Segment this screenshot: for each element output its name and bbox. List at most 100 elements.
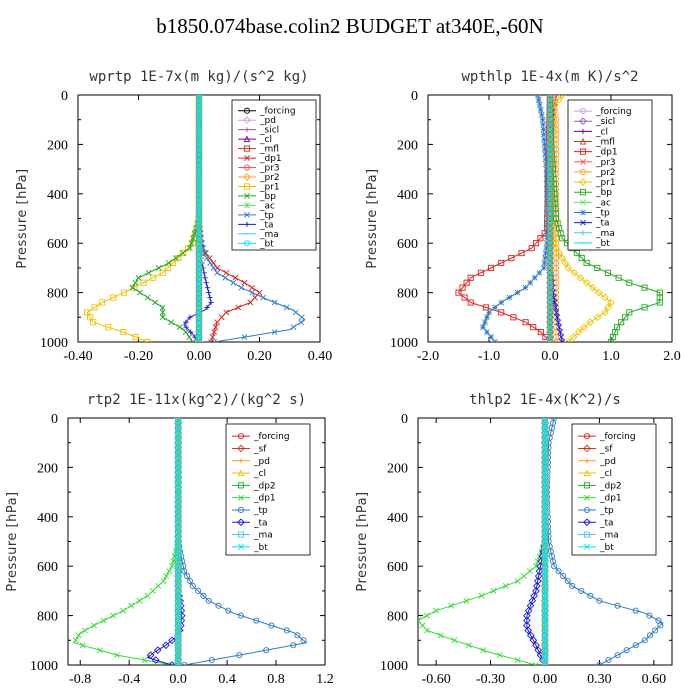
legend-label: _mfl — [259, 145, 279, 155]
series-point — [81, 627, 88, 634]
series-point — [459, 284, 466, 291]
series-point — [558, 334, 565, 340]
legend: _forcing _sf _pd _cl _dp2 _dp1 _tp _ta _ma _bt — [225, 423, 311, 556]
series-point — [182, 329, 189, 336]
series-point — [144, 338, 151, 342]
legend-marker — [243, 173, 251, 181]
series-point — [553, 309, 560, 316]
series-point — [542, 454, 548, 461]
x-tick-label: 0.20 — [247, 349, 272, 364]
series-point — [523, 611, 531, 620]
series-point — [623, 647, 630, 654]
series-point — [298, 314, 305, 321]
series-point — [492, 304, 498, 311]
series-point — [542, 538, 548, 545]
legend-box — [567, 99, 653, 251]
series-point — [175, 642, 182, 649]
series-point — [551, 563, 558, 570]
series-point — [573, 250, 580, 257]
series-point — [555, 568, 562, 575]
series-point — [555, 319, 562, 326]
series-point — [208, 299, 214, 306]
x-tick-label: -0.40 — [63, 349, 92, 364]
legend-marker — [579, 137, 587, 145]
legend-marker — [243, 107, 251, 114]
series-point — [554, 314, 561, 321]
series-point — [542, 449, 548, 456]
legend-marker — [237, 531, 245, 538]
series-point — [151, 656, 160, 664]
series-point — [175, 523, 182, 530]
series-point — [175, 622, 182, 629]
series-point — [204, 285, 211, 291]
series-point — [542, 657, 548, 663]
series-point — [463, 279, 470, 286]
series-point — [283, 304, 290, 311]
legend-label: _dp1 — [595, 148, 618, 158]
series-point — [527, 279, 534, 286]
legend-label: _sf — [599, 444, 613, 454]
series-point — [136, 597, 143, 604]
series-line-tp — [177, 418, 308, 665]
series-point — [263, 647, 270, 654]
y-tick-label: 0 — [401, 412, 408, 427]
series-point — [175, 508, 182, 515]
y-axis-label: Pressure [hPa] — [15, 168, 30, 268]
x-tick-label: 0.40 — [308, 349, 333, 364]
y-tick-label: 800 — [37, 610, 58, 625]
series-point — [120, 607, 126, 614]
legend-marker — [583, 444, 591, 453]
series-point — [120, 329, 127, 336]
series-point — [129, 284, 136, 291]
y-tick-label: 600 — [387, 560, 408, 575]
series-point — [249, 284, 255, 291]
x-tick-label: 0.00 — [533, 672, 558, 687]
series-point — [105, 324, 112, 331]
series-point — [558, 95, 567, 99]
series-point — [523, 616, 531, 625]
legend-marker — [584, 543, 590, 550]
series-point — [546, 338, 554, 342]
series-point — [175, 469, 182, 476]
series-point — [601, 308, 609, 317]
legend-label: _forcing — [259, 107, 296, 117]
series-point — [128, 602, 135, 609]
series-point — [225, 607, 232, 614]
series-point — [559, 339, 566, 342]
series-point — [205, 597, 212, 604]
legend-label: _ta — [259, 220, 274, 230]
series-point — [601, 293, 609, 302]
series-point — [175, 627, 182, 634]
series-point — [535, 97, 542, 103]
legend-label: _pd — [599, 457, 616, 467]
legend-marker — [237, 518, 245, 527]
legend-marker — [579, 178, 587, 186]
series-point — [175, 587, 182, 594]
legend-marker — [580, 230, 586, 236]
series-point — [175, 464, 182, 471]
legend-marker — [580, 209, 586, 216]
series-point — [542, 563, 548, 570]
series-point — [195, 338, 203, 342]
series-point — [542, 513, 548, 520]
legend-label: _bp — [259, 192, 276, 202]
series-point — [175, 637, 182, 644]
series-point — [175, 513, 182, 520]
series-point — [203, 255, 210, 261]
x-tick-label: -0.8 — [69, 672, 91, 687]
series-point — [249, 289, 256, 296]
series-point — [557, 329, 564, 336]
legend-label: _mfl — [595, 138, 615, 148]
y-tick-label: 0 — [61, 89, 68, 104]
series-point — [541, 260, 548, 266]
legend-label: _bt — [253, 543, 268, 553]
series-point — [437, 632, 444, 639]
series-point — [175, 578, 182, 584]
series-point — [614, 652, 621, 659]
series-point — [175, 429, 182, 436]
series-point — [298, 319, 305, 326]
legend-label: _sicl — [259, 126, 279, 136]
series-point — [155, 583, 162, 589]
series-point — [596, 597, 603, 604]
